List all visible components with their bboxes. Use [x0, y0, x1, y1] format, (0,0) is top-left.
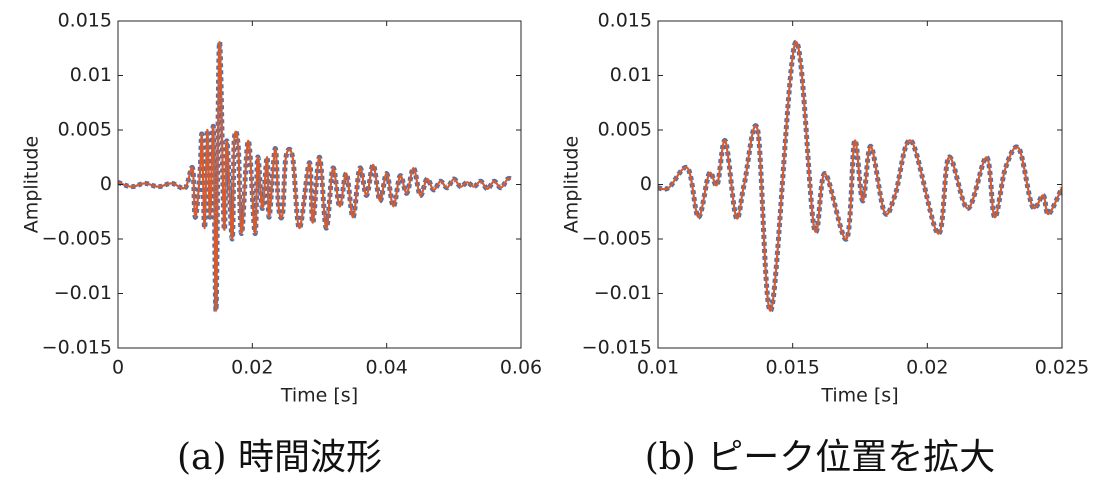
chart: −0.015 −0.01 −0.005 0 0.005 0.01 0.015 0.01 0.01…: [561, 10, 1090, 479]
y-tick-label: 0.015: [598, 10, 652, 32]
y-tick-label: −0.015: [582, 337, 652, 359]
y-tick-label: −0.01: [54, 282, 112, 304]
x-axis-label: Time [s]: [280, 385, 358, 407]
y-tick-label: 0: [100, 173, 112, 195]
y-tick-label: 0.005: [58, 119, 112, 141]
y-tick-label: −0.01: [594, 282, 652, 304]
caption: (a) 時間波形: [177, 437, 382, 478]
x-tick-label: 0.02: [231, 357, 273, 379]
y-tick-label: −0.015: [42, 337, 112, 359]
x-tick-label: 0: [112, 357, 124, 379]
x-tick-label: 0.01: [637, 357, 679, 379]
y-tick-label: −0.005: [582, 228, 652, 250]
y-tick-label: 0: [640, 173, 652, 195]
y-tick-label: −0.005: [42, 228, 112, 250]
y-axis-label: Amplitude: [561, 136, 583, 233]
x-tick-label: 0.015: [765, 357, 819, 379]
y-tick-label: 0.015: [58, 10, 112, 32]
y-tick-label: 0.01: [70, 64, 112, 86]
x-tick-label: 0.02: [906, 357, 948, 379]
series-line: [118, 41, 512, 312]
y-tick-label: 0.005: [598, 119, 652, 141]
x-axis-label: Time [s]: [820, 385, 898, 407]
series-line: [658, 41, 1062, 312]
caption: (b) ピーク位置を拡大: [645, 437, 996, 478]
x-tick-label: 0.06: [500, 357, 542, 379]
x-tick-label: 0.025: [1035, 357, 1089, 379]
y-axis-label: Amplitude: [21, 136, 43, 233]
y-tick-label: 0.01: [610, 64, 652, 86]
chart: −0.015 −0.01 −0.005 0 0.005 0.01 0.015 0 0.02 0.0…: [21, 10, 543, 479]
x-tick-label: 0.04: [366, 357, 408, 379]
